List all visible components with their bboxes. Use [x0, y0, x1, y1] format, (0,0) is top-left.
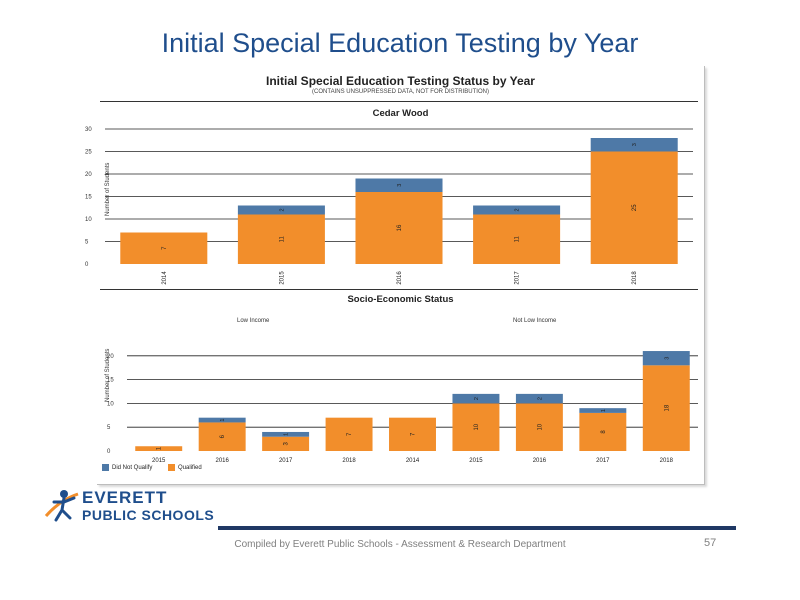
ses-bar-did-not-qualify: [579, 408, 627, 413]
group-label-low-income: Low Income: [237, 318, 270, 324]
cedar-wood-xtick-label: 2016: [397, 271, 403, 285]
ses-bar-qualified: [452, 403, 500, 451]
legend-item-did-not-qualify: Did Not Qualify: [102, 464, 152, 471]
ses-label-qualified: 1: [157, 446, 163, 450]
ses-xtick-label: 2015: [152, 458, 166, 464]
ses-bar-qualified: [642, 365, 690, 451]
ses-bar-qualified: [135, 446, 183, 451]
ses-xtick-label: 2017: [279, 458, 293, 464]
cedar-wood-xtick-label: 2018: [632, 271, 638, 285]
ses-ytick-label: 10: [107, 401, 114, 407]
ses-label-qualified: 7: [411, 432, 417, 436]
cedar-wood-label-did-not-qualify: 3: [397, 184, 403, 187]
ses-xtick-label: 2016: [533, 458, 547, 464]
ses-ytick-label: 0: [107, 449, 111, 455]
logo-figure-icon: [44, 490, 79, 522]
ses-xtick-label: 2017: [596, 458, 610, 464]
cedar-wood-xtick-label: 2017: [515, 271, 521, 285]
ses-bar-did-not-qualify: [262, 431, 310, 437]
cedar-wood-ytick-label: 0: [85, 262, 89, 268]
ses-xtick-label: 2015: [469, 458, 483, 464]
ses-label-did-not-qualify: 1: [284, 433, 290, 436]
ses-xtick-label: 2018: [660, 458, 674, 464]
cedar-wood-xtick-label: 2014: [162, 271, 168, 285]
ses-bar-did-not-qualify: [452, 393, 500, 404]
ses-label-did-not-qualify: 1: [601, 409, 607, 412]
ses-label-qualified: 10: [474, 423, 480, 430]
cedar-wood-ytick-label: 15: [85, 195, 92, 201]
cedar-wood-chart: 0 5 10 15 20 25 30 7 2014 11 2 2015 16 3 2016 11 2 2017 25…: [85, 127, 693, 285]
ses-bar-qualified: [325, 417, 373, 451]
cedar-wood-label-did-not-qualify: 2: [515, 208, 521, 211]
ses-label-did-not-qualify: 2: [537, 397, 543, 400]
cedar-wood-bar-did-not-qualify: [473, 205, 561, 215]
cedar-wood-label-qualified: 25: [632, 204, 638, 211]
ses-bar-qualified: [262, 436, 310, 451]
ses-label-qualified: 7: [347, 432, 353, 436]
footer-rule: [218, 526, 736, 530]
ses-label-qualified: 10: [537, 423, 543, 430]
group-label-not-low-income: Not Low Income: [513, 318, 557, 324]
ses-bar-did-not-qualify: [642, 351, 690, 366]
ses-title: Socio-Economic Status: [347, 294, 454, 305]
cedar-wood-ytick-label: 20: [85, 172, 92, 178]
ses-label-qualified: 8: [601, 430, 607, 434]
page-number: 57: [704, 537, 717, 549]
ses-bar-qualified: [198, 422, 246, 451]
cedar-wood-bar-did-not-qualify: [590, 138, 678, 152]
cedar-wood-bar-qualified: [590, 151, 678, 264]
dashboard-panel: Initial Special Education Testing Status…: [85, 66, 705, 485]
ses-label-qualified: 6: [220, 434, 226, 438]
ses-label-did-not-qualify: 2: [474, 397, 480, 400]
section-rule: [100, 289, 698, 290]
everett-logo: EVERETT PUBLIC SCHOOLS: [42, 486, 222, 526]
cedar-wood-ytick-label: 10: [85, 217, 92, 223]
logo-line1: EVERETT: [82, 488, 168, 507]
cedar-wood-xtick-label: 2015: [279, 271, 285, 285]
ses-xtick-label: 2014: [406, 458, 420, 464]
cedar-wood-bar-qualified: [355, 192, 443, 264]
cedar-wood-label-qualified: 16: [397, 224, 403, 231]
cedar-wood-title: Cedar Wood: [372, 108, 429, 119]
cedar-wood-bar-qualified: [120, 232, 208, 264]
ses-xtick-label: 2016: [215, 458, 229, 464]
legend-swatch-qualified: [168, 464, 176, 471]
ses-bar-qualified: [579, 412, 627, 451]
ses-label-did-not-qualify: 3: [664, 357, 670, 360]
ses-bar-qualified: [389, 417, 436, 451]
legend: Did Not Qualify Qualified: [102, 464, 216, 471]
ses-xtick-label: 2018: [342, 458, 356, 464]
footer-text: Compiled by Everett Public Schools - Ass…: [234, 539, 566, 550]
dashboard-subtitle: (CONTAINS UNSUPPRESSED DATA, NOT FOR DIS…: [312, 89, 489, 95]
cedar-wood-ytick-label: 5: [85, 240, 89, 246]
header-rule: [100, 101, 698, 102]
dashboard-title: Initial Special Education Testing Status…: [266, 74, 535, 88]
ses-label-qualified: 3: [284, 442, 290, 446]
ses-label-did-not-qualify: 1: [220, 419, 226, 422]
ses-ytick-label: 5: [107, 425, 111, 431]
ses-bar-did-not-qualify: [198, 417, 246, 423]
ses-label-qualified: 18: [664, 404, 670, 411]
cedar-wood-ytick-label: 30: [85, 127, 92, 133]
legend-swatch-did-not-qualify: [102, 464, 109, 471]
legend-item-qualified: Qualified: [168, 464, 202, 471]
cedar-wood-label-did-not-qualify: 2: [279, 208, 285, 211]
cedar-wood-label-qualified: 11: [279, 235, 285, 242]
ses-bar-did-not-qualify: [515, 393, 563, 404]
cedar-wood-bar-did-not-qualify: [355, 178, 443, 192]
ses-chart: 0 5 10 15 20 1 2015 6 1 2016 3 1 2017 7 2018 7 2014 10 2 20…: [107, 351, 698, 464]
ses-ytick-label: 20: [107, 354, 114, 360]
cedar-wood-label-qualified: 7: [162, 246, 168, 250]
cedar-wood-ytick-label: 25: [85, 150, 92, 156]
ses-ytick-label: 15: [107, 378, 114, 384]
cedar-wood-label-did-not-qualify: 3: [632, 143, 638, 146]
cedar-wood-bar-did-not-qualify: [237, 205, 325, 215]
ses-bar-qualified: [515, 403, 563, 451]
cedar-wood-bar-qualified: [473, 214, 561, 264]
logo-line2: PUBLIC SCHOOLS: [82, 507, 215, 523]
cedar-wood-label-qualified: 11: [515, 235, 521, 242]
cedar-wood-bar-qualified: [237, 214, 325, 264]
slide-title: Initial Special Education Testing by Yea…: [161, 28, 639, 58]
